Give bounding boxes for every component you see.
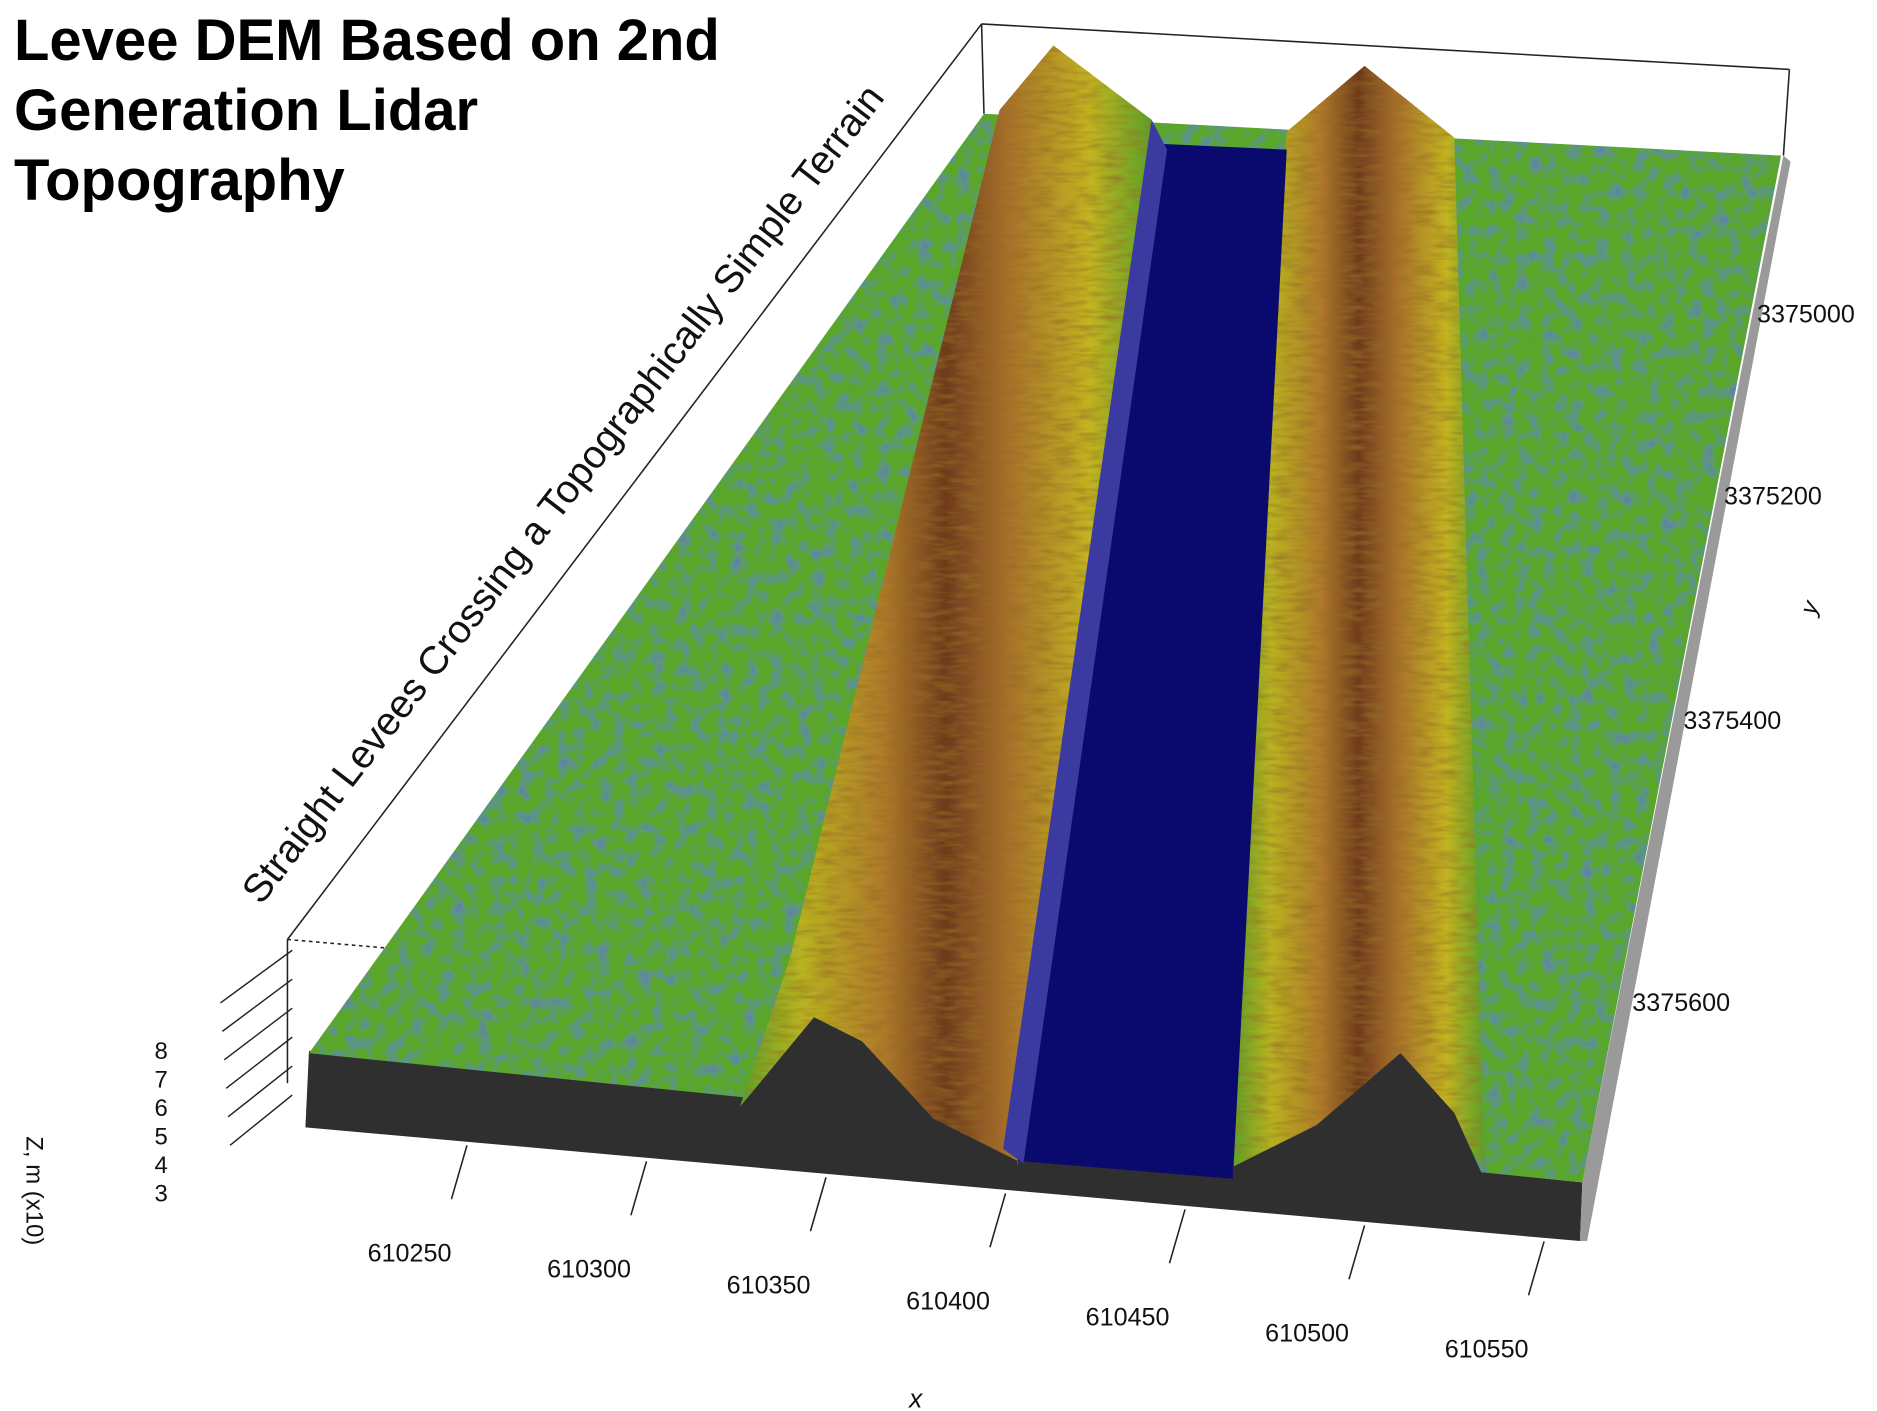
- y-tick-label: 3375600: [1632, 989, 1730, 1017]
- z-tick-label: 8: [154, 1038, 167, 1065]
- z-tick: [226, 1037, 292, 1088]
- z-tick-label: 6: [154, 1095, 167, 1122]
- z-tick-label: 3: [154, 1181, 167, 1208]
- x-tick-label: 610300: [547, 1255, 631, 1283]
- y-tick-label: 3375200: [1724, 483, 1822, 511]
- x-tick-label: 610500: [1265, 1320, 1349, 1348]
- x-tick-label: 610350: [727, 1271, 811, 1299]
- chart: Straight Levees Crossing a Topographical…: [0, 0, 1877, 1411]
- z-axis-label: Z, m (x10): [21, 1136, 48, 1245]
- x-tick-label: 610550: [1445, 1336, 1529, 1364]
- x-tick-label: 610250: [368, 1239, 452, 1267]
- z-tick-label: 4: [154, 1152, 167, 1179]
- z-tick: [230, 1095, 292, 1145]
- z-tick: [224, 1008, 292, 1060]
- x-tick: [990, 1193, 1006, 1247]
- y-tick-label: 3375000: [1757, 300, 1855, 328]
- y-tick-label: 3375400: [1683, 707, 1781, 735]
- z-tick: [228, 1066, 292, 1117]
- x-tick: [451, 1145, 467, 1199]
- z-tick: [220, 950, 292, 1003]
- x-tick-label: 610400: [906, 1287, 990, 1315]
- y-axis-label: y: [1794, 596, 1825, 620]
- x-tick: [1529, 1241, 1545, 1295]
- x-tick-label: 610450: [1086, 1304, 1170, 1332]
- z-tick-label: 5: [154, 1124, 167, 1151]
- x-tick: [1349, 1225, 1365, 1279]
- x-tick: [631, 1161, 647, 1215]
- x-tick: [810, 1177, 826, 1231]
- z-tick-label: 7: [154, 1067, 167, 1094]
- x-axis-label: x: [907, 1383, 923, 1411]
- x-tick: [1169, 1209, 1185, 1263]
- z-tick: [222, 979, 292, 1031]
- page: {"chart_data": {"type": "surface3d", "ti…: [0, 0, 1877, 1411]
